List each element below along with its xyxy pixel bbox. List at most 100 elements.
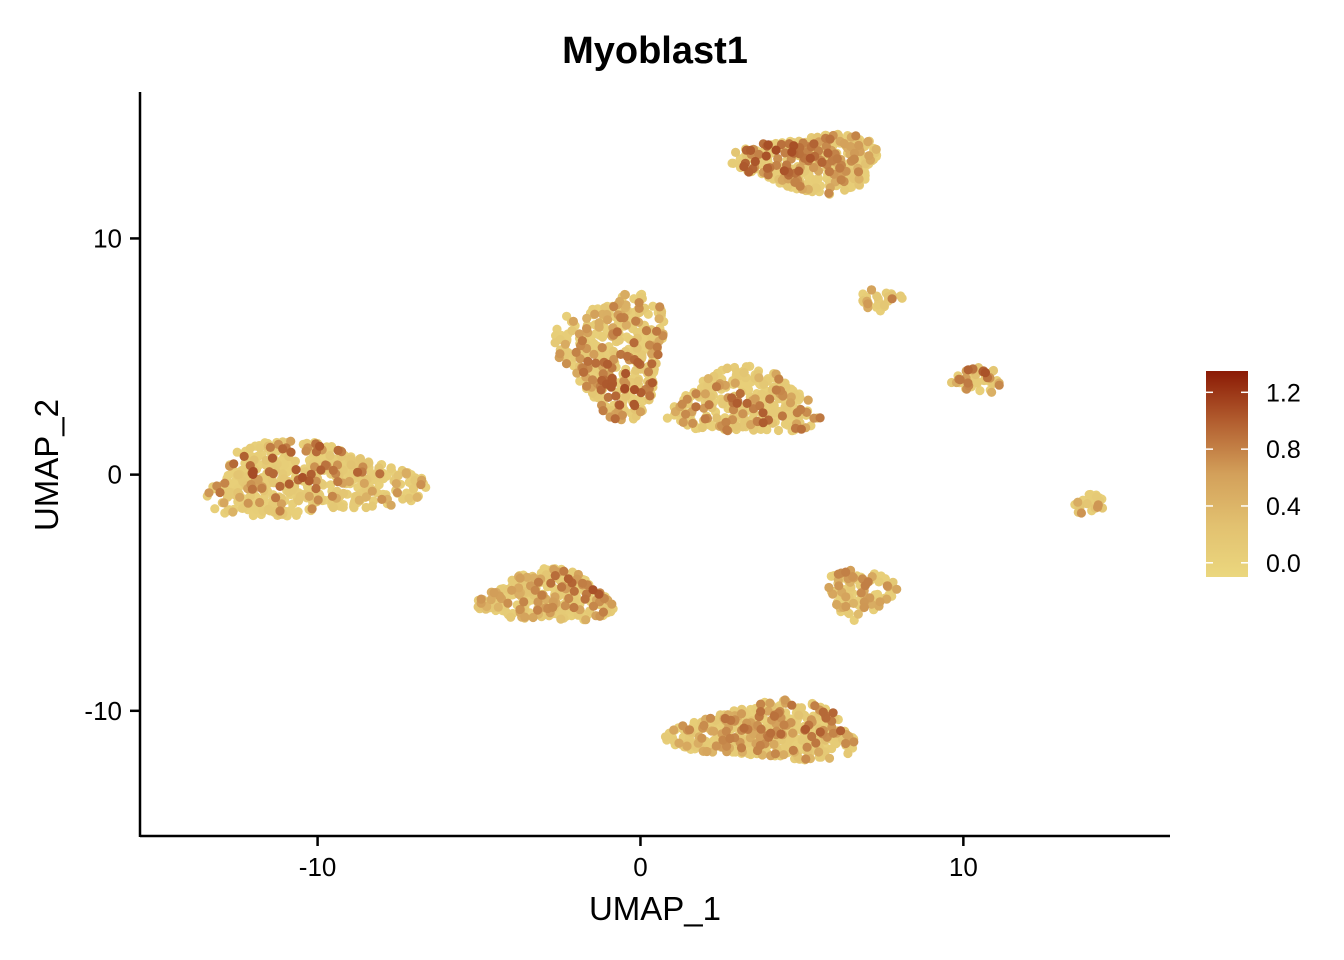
scatter-point: [849, 737, 859, 747]
scatter-point: [617, 410, 628, 420]
scatter-point: [648, 301, 658, 311]
scatter-point: [769, 739, 779, 750]
chart-title: Myoblast1: [562, 30, 748, 72]
scatter-point: [582, 324, 592, 334]
scatter-point: [1076, 508, 1086, 518]
scatter-point: [641, 326, 652, 336]
scatter-point: [589, 349, 599, 359]
scatter-point: [758, 408, 768, 418]
scatter-point: [725, 733, 735, 744]
scatter-point: [286, 447, 296, 457]
scatter-point: [550, 338, 560, 348]
scatter-point: [854, 174, 864, 184]
scatter-point: [896, 291, 906, 301]
scatter-point: [315, 441, 325, 451]
scatter-point: [377, 494, 387, 504]
scatter-point: [550, 571, 560, 581]
scatter-point: [591, 358, 601, 368]
scatter-point: [537, 590, 547, 600]
scatter-point: [678, 417, 688, 427]
scatter-point: [375, 469, 385, 479]
scatter-point: [955, 375, 965, 385]
scatter-point: [409, 484, 419, 494]
scatter-point: [587, 375, 598, 385]
scatter-point: [416, 480, 426, 490]
scatter-point: [594, 318, 604, 328]
scatter-point: [569, 586, 579, 596]
x-axis-ticks: -10 0 10: [299, 836, 978, 882]
scatter-point: [1093, 500, 1103, 510]
scatter-point: [776, 729, 786, 739]
scatter-point: [980, 368, 991, 378]
scatter-point: [817, 157, 827, 167]
scatter-point: [248, 469, 258, 479]
scatter-point: [245, 443, 255, 453]
scatter-point: [204, 488, 214, 498]
scatter-point: [1073, 497, 1083, 507]
scatter-point: [612, 327, 622, 337]
scatter-point: [354, 495, 364, 505]
scatter-point: [709, 726, 719, 736]
scatter-point: [824, 188, 834, 198]
colorbar: [1206, 371, 1248, 577]
scatter-point: [620, 383, 630, 394]
scatter-point: [864, 151, 874, 161]
scatter-point: [577, 336, 588, 346]
scatter-point: [606, 382, 616, 392]
scatter-point: [571, 347, 581, 357]
scatter-point: [669, 725, 679, 735]
scatter-point: [506, 612, 516, 622]
scatter-point: [629, 385, 640, 395]
scatter-point: [634, 298, 644, 308]
scatter-point: [800, 724, 811, 734]
scatter-point: [255, 497, 265, 508]
scatter-point: [788, 745, 798, 756]
scatter-point: [739, 368, 749, 378]
scatter-point: [704, 400, 714, 410]
scatter-point: [555, 349, 565, 359]
scatter-point: [611, 391, 621, 401]
scatter-point: [882, 581, 892, 591]
scatter-point: [820, 747, 830, 757]
scatter-point: [771, 385, 781, 395]
scatter-point: [836, 175, 846, 185]
scatter-point: [346, 460, 356, 470]
scatter-point: [700, 414, 710, 424]
colorbar-tick-label: 0.0: [1266, 550, 1301, 578]
scatter-point: [703, 374, 713, 384]
scatter-point: [787, 700, 797, 710]
scatter-point: [643, 367, 654, 377]
scatter-point: [805, 153, 815, 163]
scatter-point: [233, 470, 243, 480]
scatter-point: [682, 394, 692, 404]
scatter-point: [780, 148, 790, 158]
scatter-point: [561, 359, 572, 369]
scatter-point: [393, 471, 403, 481]
scatter-point: [742, 398, 752, 408]
scatter-point: [728, 158, 739, 168]
scatter-point: [220, 478, 230, 488]
scatter-point: [841, 567, 851, 577]
scatter-point: [738, 409, 748, 419]
scatter-point: [853, 609, 863, 619]
y-tick-label: 10: [93, 223, 122, 253]
scatter-point: [265, 442, 275, 452]
scatter-point: [809, 163, 819, 173]
scatter-point: [476, 594, 486, 604]
scatter-point: [832, 599, 842, 610]
scatter-point: [848, 598, 859, 609]
scatter-point: [533, 605, 543, 615]
scatter-point: [739, 161, 749, 172]
scatter-point: [228, 507, 238, 517]
scatter-point: [271, 493, 281, 503]
scatter-point: [533, 577, 544, 587]
scatter-point: [412, 492, 422, 502]
scatter-point: [863, 299, 873, 309]
scatter-point: [777, 411, 788, 421]
scatter-point: [711, 382, 722, 392]
scatter-point: [275, 481, 285, 491]
scatter-point: [871, 144, 881, 154]
scatter-point: [293, 507, 303, 517]
x-tick-label: -10: [299, 852, 337, 882]
scatter-point: [564, 593, 574, 604]
